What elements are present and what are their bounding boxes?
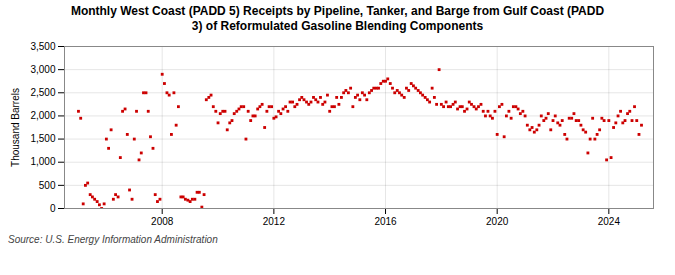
html-text:Monthly West Coast (PADD 5) Re: Monthly West Coast (PADD 5) Receipts by … — [70, 4, 605, 33]
svg-text:500: 500 — [39, 180, 56, 191]
svg-text:Thousand Barrels: Thousand Barrels — [10, 88, 21, 167]
svg-text:2024: 2024 — [598, 216, 621, 227]
html-text:Source: U.S. Energy Informatio: Source: U.S. Energy Information Administ… — [8, 234, 218, 245]
svg-text:2,500: 2,500 — [30, 87, 55, 98]
svg-text:0: 0 — [50, 203, 56, 214]
svg-text:2008: 2008 — [151, 216, 174, 227]
svg-text:2,000: 2,000 — [30, 110, 55, 121]
svg-text:3,500: 3,500 — [30, 41, 55, 52]
svg-text:1,000: 1,000 — [30, 156, 55, 167]
svg-text:2012: 2012 — [263, 216, 286, 227]
svg-text:1,500: 1,500 — [30, 133, 55, 144]
svg-text:2016: 2016 — [374, 216, 397, 227]
svg-text:2020: 2020 — [486, 216, 509, 227]
svg-text:3,000: 3,000 — [30, 64, 55, 75]
